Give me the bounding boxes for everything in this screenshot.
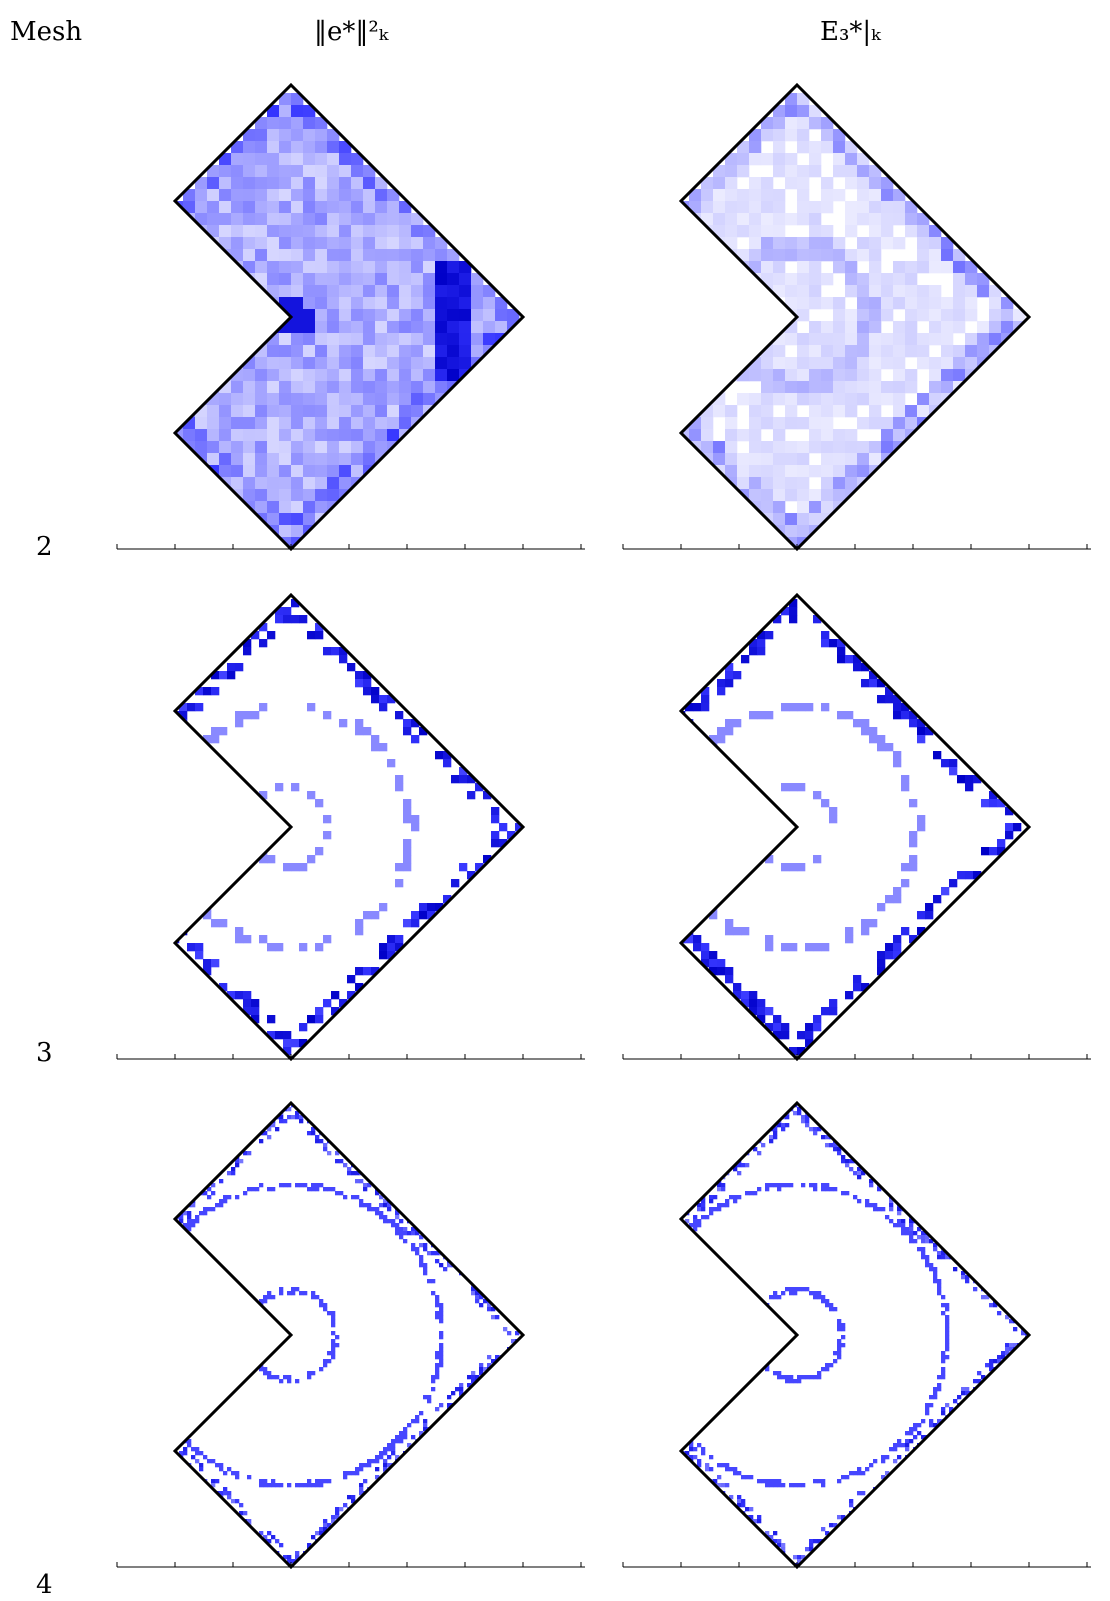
domain-outline [678,82,1032,552]
mesh-label-row-3: 3 [36,1038,53,1068]
domain-outline [678,1100,1032,1570]
axis-baseline [116,1054,585,1060]
domain-outline [678,592,1032,1062]
panel-mesh4-error-norm [172,1100,526,1570]
axis-baseline [116,1562,585,1568]
axis-baseline [622,544,1091,550]
mesh-label-row-2: 2 [36,532,53,562]
domain-outline [172,592,526,1062]
error-norm-column-header: ‖e*‖²ₖ [314,17,389,47]
panel-mesh4-estimator [678,1100,1032,1570]
panel-mesh3-estimator [678,592,1032,1062]
mesh-label-row-4: 4 [36,1570,53,1600]
domain-outline [172,1100,526,1570]
estimator-column-header: E₃*|ₖ [820,17,881,47]
domain-outline [172,82,526,552]
axis-baseline [622,1562,1091,1568]
panel-mesh2-error-norm [172,82,526,552]
axis-baseline [116,544,585,550]
panel-mesh2-estimator [678,82,1032,552]
mesh-column-header: Mesh [10,17,83,47]
axis-baseline [622,1054,1091,1060]
panel-mesh3-error-norm [172,592,526,1062]
